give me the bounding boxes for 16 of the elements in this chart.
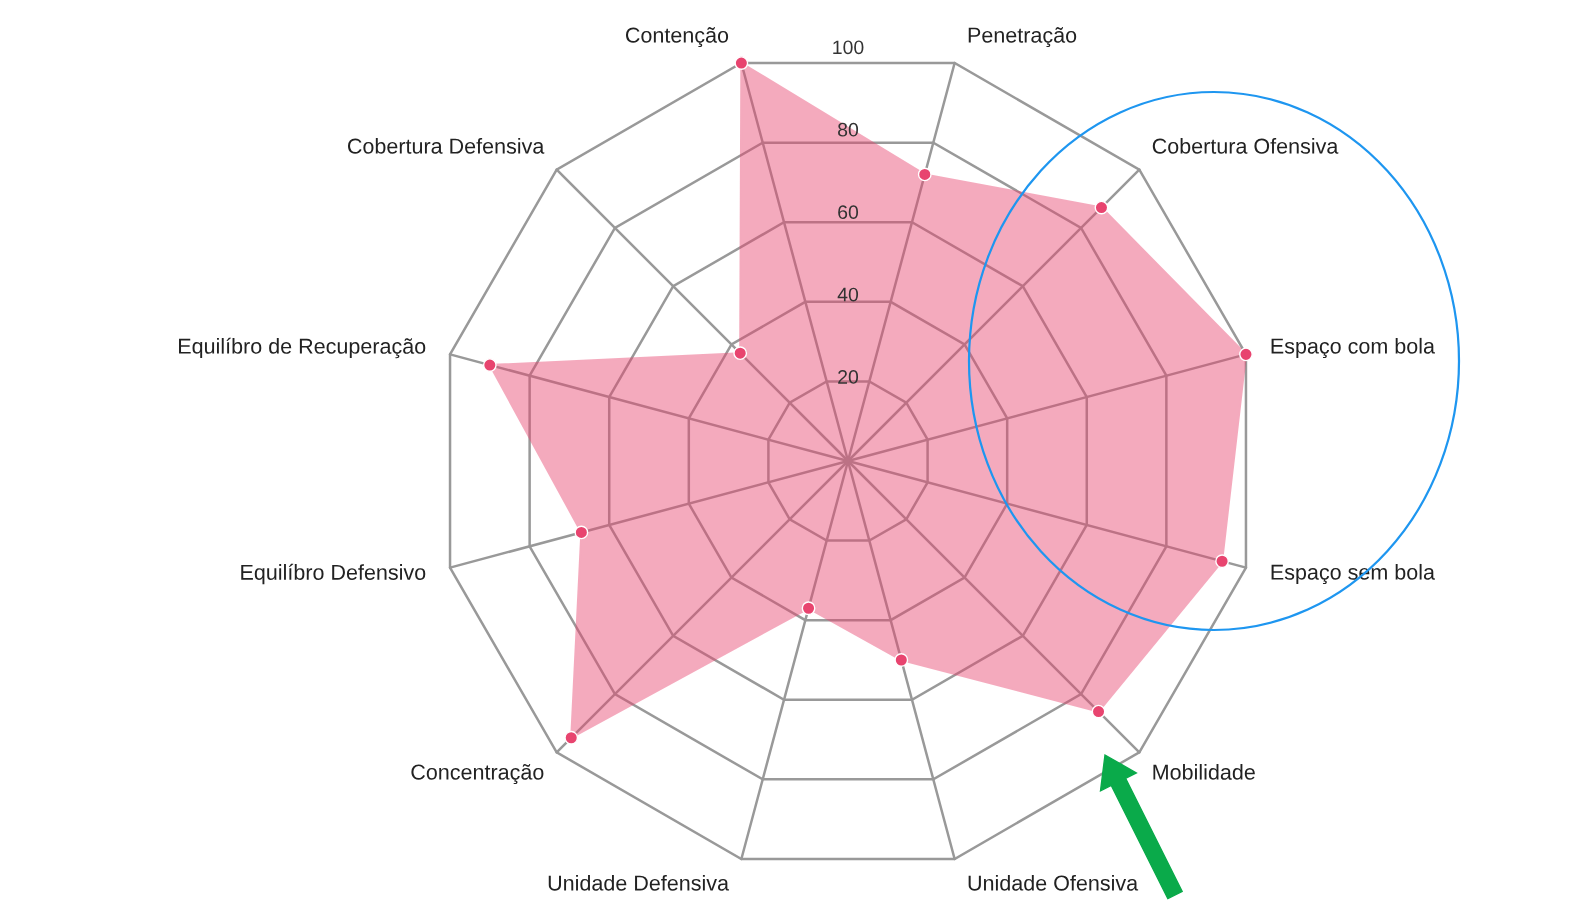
spoke-label: Cobertura Ofensiva — [1152, 137, 1339, 154]
spoke-label: Concentração — [411, 764, 544, 785]
spoke-label: Equilíbro de Recuperação — [179, 337, 426, 359]
y-tick-label: 20 — [838, 370, 859, 384]
y-tick-label: 80 — [838, 122, 859, 137]
spoke-label: Contenção — [625, 27, 729, 48]
y-tick-label: 60 — [838, 205, 859, 220]
spoke-label: Penetração — [968, 27, 1077, 48]
y-tick-label: 40 — [837, 287, 859, 302]
spoke-label: Mobilidade — [1153, 763, 1255, 780]
spoke-label: Unidade Defensiva — [548, 874, 730, 891]
y-tick-label: 100 — [833, 40, 864, 55]
spoke-label: Cobertura Defensiva — [347, 137, 545, 154]
spoke-label: Unidade Ofensiva — [968, 874, 1139, 891]
spoke-label: Espaço com bola — [1271, 337, 1435, 359]
spoke-label: Equilíbro Defensivo — [241, 563, 426, 585]
